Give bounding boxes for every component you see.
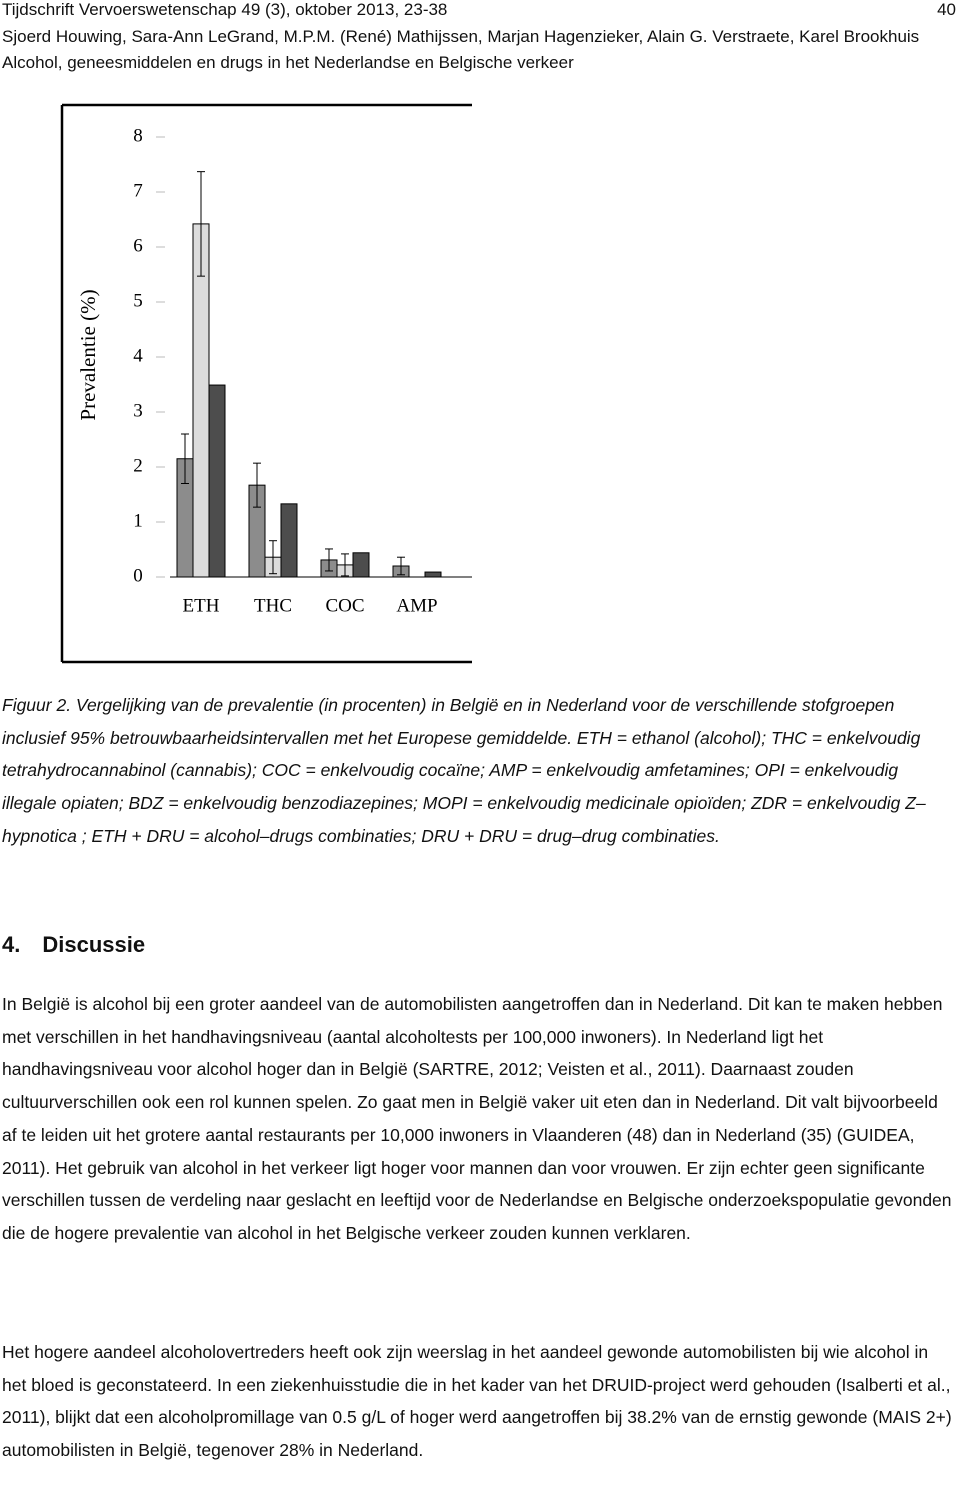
x-tick-label: COC (325, 595, 364, 616)
error-bar (197, 171, 205, 277)
y-tick-label: 5 (133, 290, 143, 311)
header-line: Tijdschrift Vervoerswetenschap 49 (3), o… (2, 0, 448, 19)
x-tick-label: THC (254, 595, 292, 616)
y-tick-label: 3 (133, 400, 143, 421)
error-bar (253, 462, 261, 508)
error-bar (325, 548, 333, 572)
y-tick-label: 2 (133, 455, 143, 476)
y-axis-label: Prevalentie (%) (76, 289, 100, 420)
error-bar (397, 556, 405, 576)
x-tick-label: AMP (396, 595, 437, 616)
bar (424, 571, 442, 578)
x-tick-label: ETH (183, 595, 220, 616)
error-bar (181, 433, 189, 484)
y-tick-label: 8 (133, 125, 143, 146)
chart-frame (60, 103, 472, 664)
error-bar (341, 553, 349, 577)
y-tick-label: 4 (133, 345, 143, 366)
figure-caption: Figuur 2. Vergelijking van de prevalenti… (2, 695, 926, 846)
chart: Prevalentie (%) 0 1 2 3 4 5 6 7 8 ETH THC COC AMP (60, 103, 472, 664)
page-number: 40 (937, 0, 956, 19)
bar (280, 503, 298, 578)
paragraph: In België is alcohol bij een groter aand… (2, 994, 952, 1243)
y-tick-label: 1 (133, 510, 143, 531)
header-line: Alcohol, geneesmiddelen en drugs in het … (2, 53, 574, 72)
error-bar (269, 540, 277, 575)
header-line: Sjoerd Houwing, Sara-Ann LeGrand, M.P.M.… (2, 27, 920, 46)
section-heading: 4. Discussie (2, 932, 146, 957)
paragraph: Het hogere aandeel alcoholovertreders he… (2, 1342, 952, 1461)
bar (192, 223, 210, 578)
bar (352, 552, 370, 578)
y-tick-label: 7 (133, 180, 143, 201)
y-tick-label: 0 (133, 565, 143, 586)
bar (208, 384, 226, 578)
y-tick-label: 6 (133, 235, 143, 256)
